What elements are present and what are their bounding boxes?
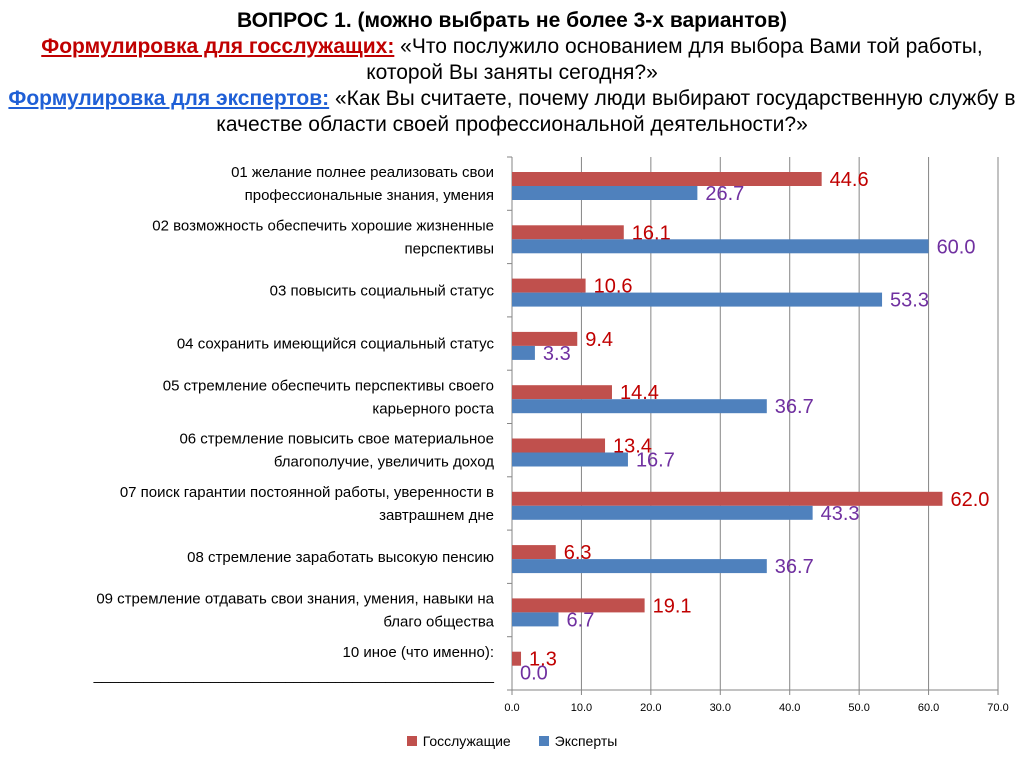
- x-tick-label: 60.0: [918, 702, 939, 714]
- civil-formulation: Формулировка для госслужащих: «Что послу…: [0, 34, 1024, 86]
- bar-civil: [512, 225, 624, 240]
- bar-expert: [512, 239, 929, 254]
- data-label-civil: 14.4: [620, 382, 659, 404]
- expert-formulation: Формулировка для экспертов: «Как Вы счит…: [0, 86, 1024, 138]
- category-label: 04 сохранить имеющийся социальный статус: [177, 336, 495, 353]
- data-label-civil: 1.3: [529, 649, 557, 671]
- legend-label-expert: Эксперты: [554, 733, 618, 749]
- question-title: ВОПРОС 1. (можно выбрать не более 3-х ва…: [237, 9, 787, 32]
- category-label: 03 повысить социальный статус: [270, 282, 495, 299]
- bar-civil: [512, 651, 522, 666]
- data-label-expert: 36.7: [775, 556, 814, 578]
- data-label-expert: 3.3: [543, 343, 571, 365]
- data-label-expert: 16.7: [636, 450, 675, 472]
- chart-legend: Госслужащие Эксперты: [0, 733, 1024, 749]
- legend-swatch-civil: [406, 736, 417, 746]
- data-label-expert: 60.0: [937, 236, 976, 258]
- legend-item-expert: Эксперты: [538, 733, 618, 749]
- category-label: 08 стремление заработать высокую пенсию: [187, 549, 494, 566]
- category-label: ________________________________________…: [93, 667, 495, 684]
- category-label: 05 стремление обеспечить перспективы сво…: [163, 377, 494, 394]
- x-tick-label: 10.0: [571, 702, 592, 714]
- data-label-expert: 43.3: [821, 503, 860, 525]
- x-tick-label: 70.0: [987, 702, 1008, 714]
- bar-expert: [512, 452, 628, 467]
- data-label-civil: 16.1: [632, 222, 671, 244]
- data-label-expert: 36.7: [775, 396, 814, 418]
- bar-civil: [512, 598, 645, 613]
- data-label-civil: 19.1: [653, 595, 692, 617]
- bar-expert: [512, 345, 535, 360]
- category-label: благо общества: [383, 614, 494, 631]
- bar-civil: [512, 172, 822, 186]
- bar-expert: [512, 186, 698, 200]
- data-label-civil: 6.3: [564, 542, 592, 564]
- legend-item-civil: Госслужащие: [406, 733, 511, 749]
- bar-chart: 0.0 10.0 20.0 30.0 40.0 50.0 60.0 70.0 01 желани…: [93, 156, 1009, 714]
- bar-civil: [512, 278, 586, 293]
- data-label-expert: 0.0: [520, 663, 548, 685]
- category-label: завтрашнем дне: [379, 507, 494, 524]
- bar-civil: [512, 491, 943, 506]
- bar-expert: [512, 399, 767, 414]
- chart-header: ВОПРОС 1. (можно выбрать не более 3-х ва…: [0, 8, 1024, 138]
- category-label: 02 возможность обеспечить хорошие жизнен…: [152, 217, 494, 234]
- category-label: 06 стремление повысить свое материальное: [179, 431, 494, 448]
- category-label: 07 поиск гарантии постоянной работы, уве…: [120, 484, 494, 501]
- x-tick-label: 0.0: [504, 702, 519, 714]
- x-tick-label: 40.0: [779, 702, 800, 714]
- bar-expert: [512, 559, 767, 574]
- data-label-civil: 13.4: [613, 436, 652, 458]
- x-tick-label: 30.0: [710, 702, 731, 714]
- category-label: перспективы: [404, 240, 494, 257]
- civil-formulation-label: Формулировка для госслужащих:: [41, 35, 395, 58]
- x-tick-label: 50.0: [848, 702, 869, 714]
- bar-expert: [512, 505, 813, 520]
- data-label-expert: 26.7: [705, 183, 744, 205]
- bar-expert: [512, 292, 883, 307]
- bar-civil: [512, 545, 556, 560]
- data-label-civil: 44.6: [830, 169, 869, 191]
- bar-civil: [512, 331, 578, 346]
- expert-formulation-text: «Как Вы считаете, почему люди выбирают г…: [216, 87, 1016, 136]
- x-tick-label: 20.0: [640, 702, 661, 714]
- category-label: 01 желание полнее реализовать свои: [231, 164, 494, 181]
- bar-civil: [512, 438, 606, 453]
- civil-formulation-text: «Что послужило основанием для выбора Вам…: [366, 35, 983, 84]
- data-label-expert: 6.7: [567, 609, 595, 631]
- category-label: 10 иное (что именно):: [343, 644, 495, 661]
- legend-label-civil: Госслужащие: [422, 733, 511, 749]
- category-label: карьерного роста: [372, 400, 494, 417]
- category-label: 09 стремление отдавать свои знания, умен…: [96, 591, 494, 608]
- data-label-civil: 62.0: [950, 489, 989, 511]
- data-label-civil: 9.4: [585, 329, 613, 351]
- bar-expert: [512, 612, 559, 627]
- expert-formulation-label: Формулировка для экспертов:: [8, 87, 330, 110]
- bar-civil: [512, 385, 612, 400]
- category-label: благополучие, увеличить доход: [274, 454, 494, 471]
- data-label-expert: 53.3: [890, 290, 929, 312]
- data-label-civil: 10.6: [594, 276, 633, 298]
- category-label: профессиональные знания, умения: [245, 187, 494, 204]
- legend-swatch-expert: [538, 736, 549, 746]
